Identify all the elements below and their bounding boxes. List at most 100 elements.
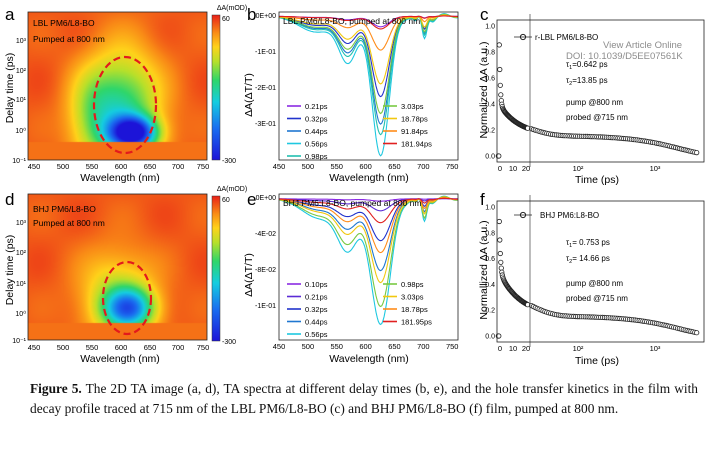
spectrum-line-0.10ps: [279, 198, 458, 202]
highlight-ellipse: [92, 55, 158, 155]
pump-label: Pumped at 800 nm: [33, 218, 105, 228]
spectrum-line-0.21ps: [279, 197, 458, 212]
data-point: [497, 66, 503, 73]
y-tick-label: -3E-01: [255, 121, 276, 128]
tau2-label: τ2= 14.66 ps: [566, 254, 610, 265]
data-point: [496, 218, 502, 225]
doi-text: DOI: 10.1039/D5EE07561K: [566, 51, 683, 62]
x-tick-label: 650: [388, 162, 401, 171]
y-tick-label: -1E-01: [255, 49, 276, 56]
decay-points: [495, 42, 700, 159]
colorbar: [211, 195, 221, 342]
x-tick-label: 700: [172, 343, 185, 352]
y-axis-label: ΔA(ΔT/T): [243, 73, 255, 117]
plot-frame: [496, 200, 705, 343]
y-tick-labels: 0E+00 -4E-02 -8E-02 -1E-01: [255, 195, 276, 310]
y-tick-label: 0E+00: [256, 195, 277, 202]
figure-caption: Figure 5. The 2D TA image (a, d), TA spe…: [30, 379, 698, 418]
legend-label: 18.78ps: [401, 305, 428, 314]
data-point: [694, 150, 700, 156]
caption-text: The 2D TA image (a, d), TA spectra at di…: [30, 381, 699, 416]
panel-d: d Delay time (ps) 10³ 10² 10¹ 10⁰ 10⁻¹ B…: [4, 186, 247, 365]
y-axis-label: Normalized ΔA (a.u.): [478, 42, 490, 139]
heatmap-image: [28, 194, 207, 340]
legend-label: 3.03ps: [401, 102, 424, 111]
view-article-online-link[interactable]: View Article Online: [603, 40, 683, 51]
x-tick-label: 500: [302, 162, 315, 171]
plot-frame: [27, 11, 208, 161]
y-axis-label: ΔA(ΔT/T): [243, 253, 255, 297]
pump-label: pump @800 nm: [566, 98, 623, 107]
x-tick-label: 10: [509, 164, 517, 173]
y-tick-label: 0.6: [485, 256, 495, 263]
x-tick-label: 500: [57, 343, 70, 352]
sample-label: BHJ PM6/L8-BO: [33, 204, 96, 214]
x-tick-label: 0: [498, 164, 502, 173]
spectra-lines: [279, 13, 458, 157]
colorbar-max-label: 60: [222, 16, 230, 23]
plot-frame: [27, 193, 208, 341]
x-tick-label: 550: [86, 343, 99, 352]
spectra-lines: [279, 195, 458, 326]
legend-label: 0.32ps: [305, 305, 328, 314]
legend-label: 0.21ps: [305, 293, 328, 302]
tau1-label: τ1= 0.753 ps: [566, 238, 610, 249]
legend-label: 18.78ps: [401, 115, 428, 124]
x-tick-label: 750: [446, 342, 459, 351]
panel-letter: c: [480, 5, 489, 24]
x-tick-label: 500: [57, 162, 70, 171]
x-tick-label: 20: [522, 344, 530, 353]
plot-frame: [496, 19, 705, 163]
legend-label: 0.56ps: [305, 140, 328, 149]
y-tick-label: -1E-01: [255, 303, 276, 310]
y-tick-label: -2E-01: [255, 85, 276, 92]
probe-label: probed @715 nm: [566, 113, 628, 122]
legend-label: r-LBL PM6/L8-BO: [535, 33, 598, 42]
legend-label: 3.03ps: [401, 293, 424, 302]
x-tick-label: 650: [388, 342, 401, 351]
chart-title: BHJ PM6:L8-BO, pumped at 800 nm: [283, 198, 421, 208]
legend-label: 0.98ps: [305, 152, 328, 161]
caption-label: Figure 5.: [30, 381, 82, 396]
decay-points: [495, 218, 700, 339]
y-tick-label: 0.0: [485, 154, 495, 161]
x-tick-label: 750: [446, 162, 459, 171]
colorbar-max-label: 60: [222, 197, 230, 204]
panel-e: e ΔA(ΔT/T) 0E+00 -4E-02 -8E-02 -1E-01 BHJ P…: [243, 190, 458, 365]
x-tick-label: 750: [197, 343, 210, 352]
y-tick-label: 10³: [16, 220, 27, 227]
x-tick-label: 450: [273, 342, 286, 351]
legend-label: 181.95ps: [401, 318, 432, 327]
panel-b: b ΔA(ΔT/T) 0E+00 -1E-01 -2E-01 -3E-01 LBL P…: [243, 5, 458, 184]
x-tick-label: 700: [172, 162, 185, 171]
y-axis-label: Delay time (ps): [4, 235, 16, 306]
y-tick-label: -4E-02: [255, 231, 276, 238]
spectrum-line-18.78ps: [279, 197, 458, 254]
data-point: [498, 259, 504, 265]
spectrum-line-91.84ps: [279, 15, 458, 51]
legend-label: 0.10ps: [305, 280, 328, 289]
y-tick-label: 0.0: [485, 334, 495, 341]
x-axis-label: Wavelength (nm): [80, 353, 160, 365]
spectrum-line-181.95ps: [279, 197, 458, 224]
spectrum-line-3.03ps: [279, 196, 458, 284]
x-axis-label: Wavelength (nm): [329, 172, 409, 184]
x-tick-label: 600: [359, 342, 372, 351]
legend: 0.21ps 0.32ps 0.44ps 0.56ps 0.98ps 3.03ps 18.7…: [287, 102, 432, 161]
pump-label: Pumped at 800 nm: [33, 34, 105, 44]
y-tick-label: 0.6: [485, 76, 495, 83]
y-tick-label: 0.8: [485, 50, 495, 57]
highlight-ellipse: [101, 260, 153, 336]
x-tick-label: 650: [144, 343, 157, 352]
plot-frame: [278, 193, 459, 341]
panel-letter: a: [5, 5, 15, 24]
pump-label: pump @800 nm: [566, 279, 623, 288]
x-tick-label: 450: [28, 162, 41, 171]
article-link-watermark[interactable]: View Article Online DOI: 10.1039/D5EE075…: [566, 40, 716, 62]
heatmap-image: [28, 12, 207, 160]
figure-5: a Delay time (ps) 10³ 10² 10¹ 10⁰ 10⁻¹ L…: [4, 5, 705, 367]
x-tick-label: 10³: [650, 344, 661, 353]
x-tick-label: 550: [86, 162, 99, 171]
y-tick-labels: 1.0 0.8 0.6 0.4 0.2 0.0: [485, 24, 495, 161]
x-tick-label: 550: [330, 342, 343, 351]
